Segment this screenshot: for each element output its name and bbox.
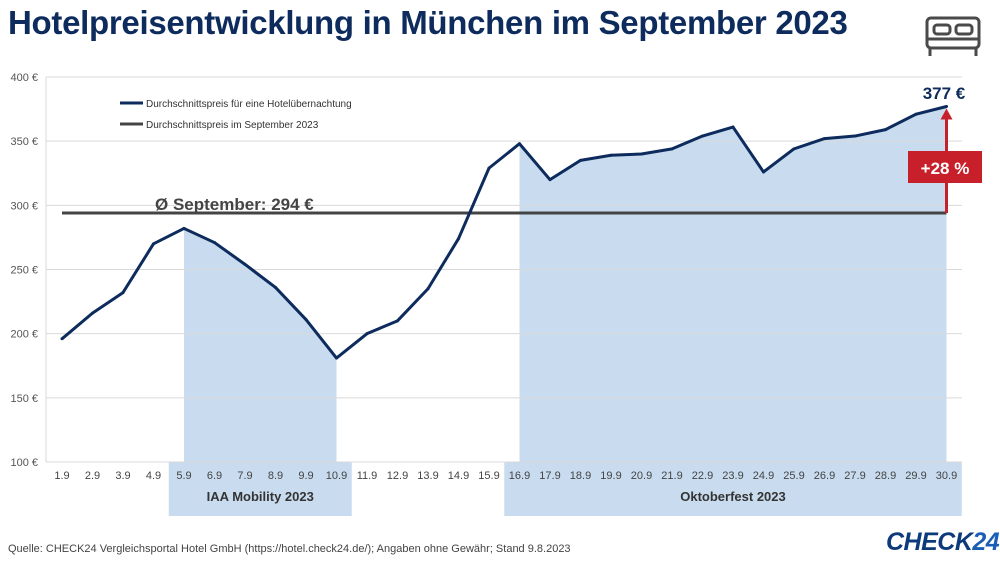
page-title: Hotelpreisentwicklung in München im Sept… [8, 4, 848, 41]
logo-part-24: 24 [972, 528, 1000, 556]
x-tick-label-24: 25.9 [783, 470, 804, 482]
source-note: Quelle: CHECK24 Vergleichsportal Hotel G… [8, 543, 571, 555]
data-point-21 [701, 134, 704, 138]
x-tick-label-29: 30.9 [936, 470, 957, 482]
data-point-13 [457, 237, 460, 241]
x-tick-label-22: 23.9 [722, 470, 743, 482]
data-point-16 [548, 178, 552, 182]
data-point-1 [91, 311, 94, 315]
data-point-9 [335, 356, 338, 360]
x-tick-label-25: 26.9 [814, 470, 835, 482]
data-point-18 [609, 153, 613, 157]
x-tick-label-0: 1.9 [54, 470, 69, 482]
x-tick-label-6: 7.9 [237, 470, 252, 482]
x-tick-label-12: 13.9 [417, 470, 438, 482]
data-point-5 [213, 241, 216, 245]
x-tick-label-21: 22.9 [692, 470, 713, 482]
check24-logo: CHECK24 [886, 528, 1000, 557]
data-point-8 [304, 318, 308, 322]
x-tick-label-17: 18.9 [570, 470, 591, 482]
x-tick-label-8: 9.9 [298, 470, 313, 482]
shaded-area-0 [184, 228, 337, 462]
data-point-19 [640, 152, 643, 156]
legend-label-avg: Durchschnittspreis im September 2023 [146, 120, 319, 131]
x-tick-label-9: 10.9 [326, 470, 347, 482]
bed-icon [925, 16, 981, 56]
x-tick-label-23: 24.9 [753, 470, 774, 482]
data-point-6 [243, 262, 247, 266]
x-tick-label-5: 6.9 [207, 470, 222, 482]
x-tick-label-26: 27.9 [844, 470, 865, 482]
range-label-0: IAA Mobility 2023 [207, 489, 314, 504]
data-point-15 [518, 142, 521, 146]
y-tick-label-4: 300 € [10, 200, 38, 212]
increase-label: +28 % [921, 159, 970, 178]
data-point-25 [823, 137, 826, 141]
increase-arrow-head [940, 108, 953, 120]
x-tick-label-4: 5.9 [176, 470, 191, 482]
x-tick-label-15: 16.9 [509, 470, 530, 482]
x-tick-label-19: 20.9 [631, 470, 652, 482]
x-tick-label-3: 4.9 [146, 470, 161, 482]
y-tick-label-5: 350 € [10, 136, 38, 148]
logo-part-check: CHECK [886, 528, 973, 556]
x-tick-label-11: 12.9 [387, 470, 408, 482]
data-point-2 [121, 291, 125, 295]
price-line [61, 105, 947, 360]
y-tick-label-3: 250 € [10, 265, 38, 277]
range-label-1: Oktoberfest 2023 [680, 489, 786, 504]
average-label: Ø September: 294 € [155, 195, 314, 214]
x-tick-label-14: 15.9 [478, 470, 499, 482]
x-tick-label-20: 21.9 [661, 470, 682, 482]
x-tick-label-7: 8.9 [268, 470, 283, 482]
legend-label-main: Durchschnittspreis für eine Hotelübernac… [146, 99, 352, 110]
x-tick-label-13: 14.9 [448, 470, 469, 482]
x-tick-label-27: 28.9 [875, 470, 896, 482]
data-point-4 [182, 226, 186, 230]
data-point-10 [365, 332, 369, 336]
x-tick-label-2: 3.9 [115, 470, 130, 482]
x-tick-label-18: 19.9 [600, 470, 621, 482]
data-point-29 [945, 105, 948, 109]
range-band-1 [504, 462, 962, 516]
data-point-12 [426, 287, 430, 291]
last-value-label: 377 € [923, 84, 966, 103]
data-point-28 [914, 112, 918, 116]
increase-badge [908, 151, 982, 183]
data-point-23 [762, 170, 765, 174]
data-point-11 [396, 319, 399, 323]
data-point-26 [853, 134, 857, 138]
x-tick-label-28: 29.9 [905, 470, 926, 482]
range-band-0 [168, 462, 352, 516]
x-tick-label-16: 17.9 [539, 470, 560, 482]
shaded-area-1 [519, 106, 947, 463]
data-point-22 [731, 125, 735, 129]
data-point-0 [60, 337, 64, 341]
y-tick-label-2: 200 € [10, 329, 38, 341]
data-point-3 [152, 242, 155, 246]
data-point-27 [884, 128, 887, 132]
y-tick-label-1: 150 € [10, 393, 38, 405]
data-point-24 [792, 147, 796, 151]
data-point-7 [274, 285, 277, 289]
y-tick-label-6: 400 € [10, 72, 38, 84]
data-point-20 [670, 147, 674, 151]
x-tick-label-1: 2.9 [85, 470, 100, 482]
data-point-14 [487, 166, 491, 170]
data-point-17 [579, 158, 582, 162]
x-tick-label-10: 11.9 [357, 470, 378, 482]
y-tick-label-0: 100 € [10, 457, 38, 469]
